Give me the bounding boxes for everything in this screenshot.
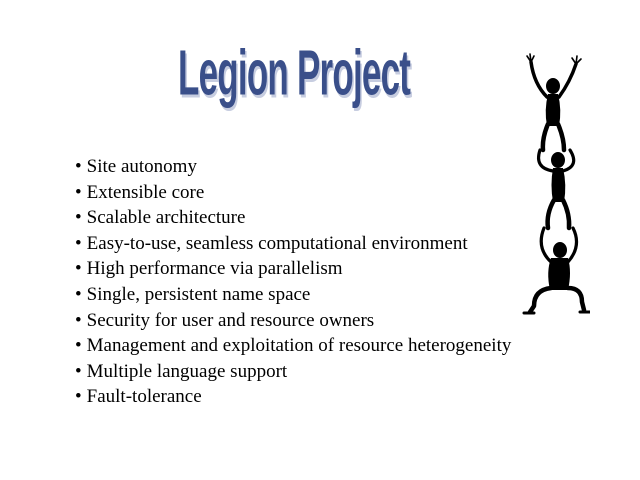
bullet-list: Site autonomy Extensible core Scalable a… xyxy=(75,154,512,410)
bullet-item-fault-tolerance: Fault-tolerance xyxy=(75,384,511,410)
bullet-item-security: Security for user and resource owners xyxy=(75,308,511,334)
bullet-item-multiple-language: Multiple language support xyxy=(75,359,511,385)
slide-title: Legion Project xyxy=(178,35,411,109)
bullet-item-site-autonomy: Site autonomy xyxy=(75,154,511,180)
bullet-item-seamless-environment: Easy-to-use, seamless computational envi… xyxy=(75,231,511,257)
bullet-item-heterogeneity: Management and exploitation of resource … xyxy=(75,333,512,359)
bullet-item-high-performance: High performance via parallelism xyxy=(75,256,511,282)
bullet-item-extensible-core: Extensible core xyxy=(75,180,511,206)
stacked-acrobats-icon xyxy=(522,53,590,315)
bullet-item-name-space: Single, persistent name space xyxy=(75,282,511,308)
bullet-item-scalable-architecture: Scalable architecture xyxy=(75,205,511,231)
